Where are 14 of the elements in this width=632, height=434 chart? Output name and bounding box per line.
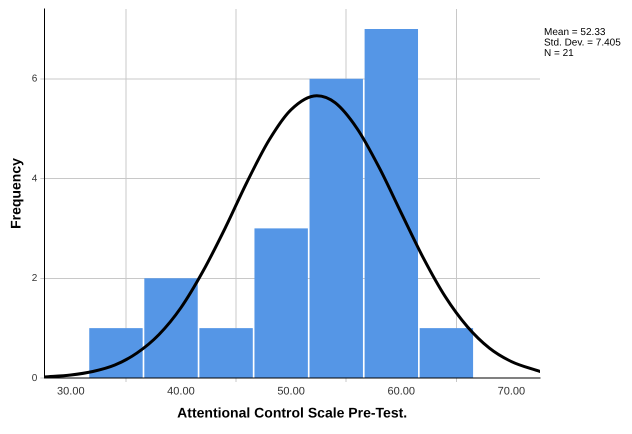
y-tick-label: 0 [32, 372, 38, 384]
y-tick-label: 6 [32, 74, 38, 85]
text: N = 21 [544, 48, 574, 59]
y-tick-label: 4 [32, 173, 38, 184]
x-tick-label: 60.00 [387, 386, 415, 398]
x-tick-label: 40.00 [167, 386, 195, 398]
x-tick-label: 30.00 [57, 386, 85, 398]
x-axis-title: Attentional Control Scale Pre-Test. [177, 404, 408, 420]
y-tick-label: 2 [32, 273, 38, 284]
x-tick-label: 50.00 [277, 386, 305, 398]
text: Std. Dev. = 7.405 [544, 37, 622, 48]
x-tick-label: 70.00 [498, 386, 526, 398]
text: Mean = 52.33 [544, 26, 606, 38]
y-axis-title: Frequency [7, 158, 24, 229]
